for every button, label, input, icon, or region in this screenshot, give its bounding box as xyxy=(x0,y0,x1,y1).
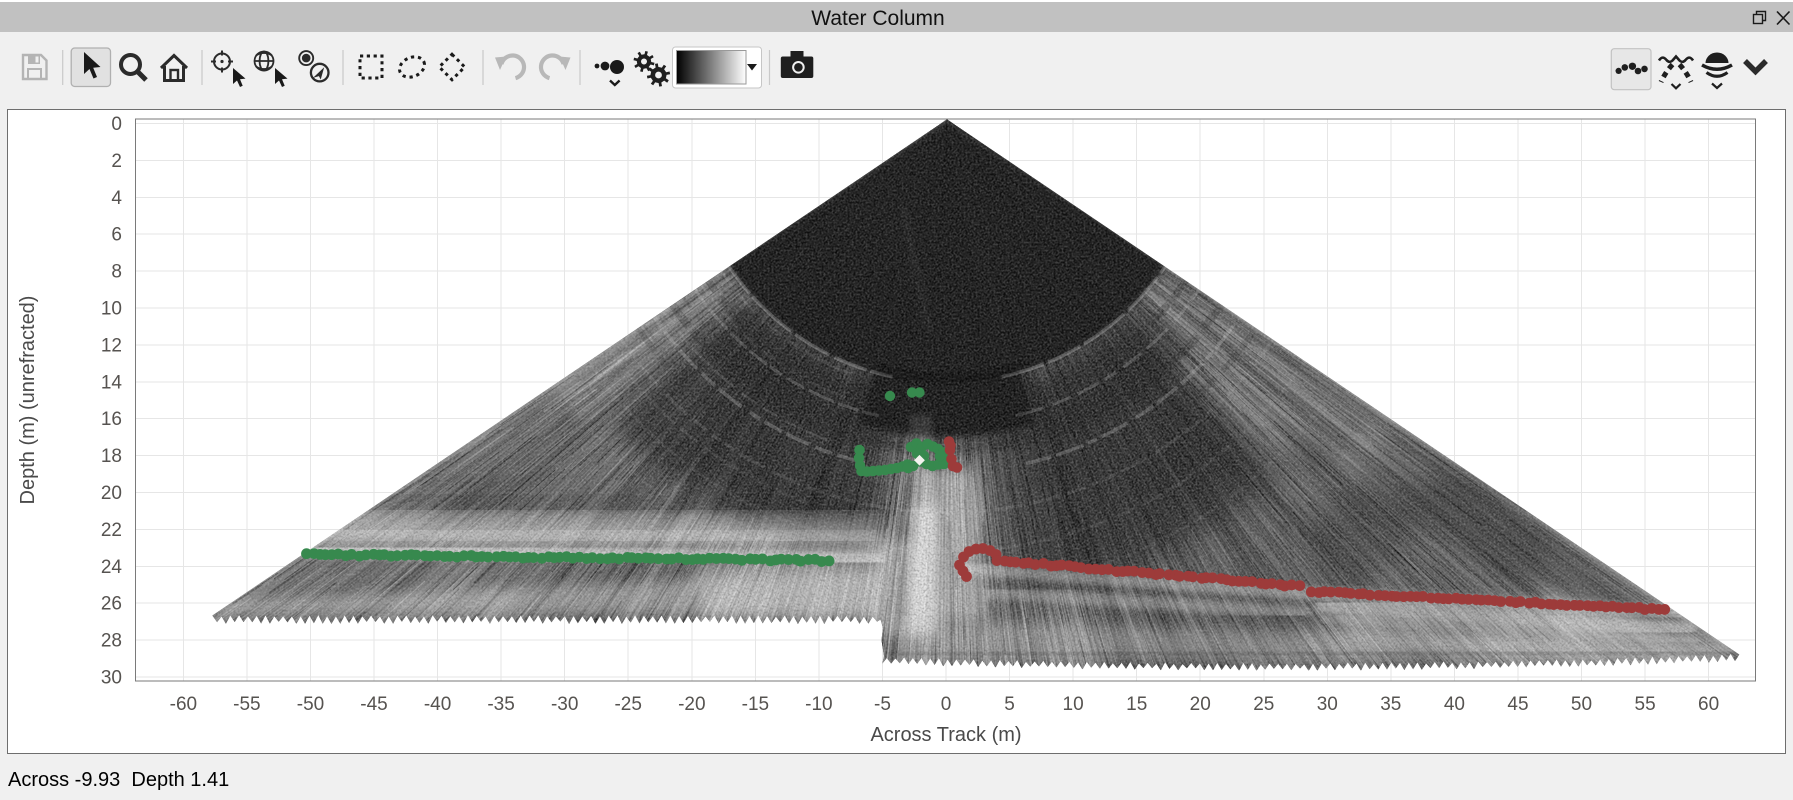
svg-text:26: 26 xyxy=(101,594,122,615)
svg-text:-40: -40 xyxy=(424,694,451,715)
svg-text:40: 40 xyxy=(1444,694,1465,715)
svg-text:-10: -10 xyxy=(805,694,832,715)
svg-text:-25: -25 xyxy=(614,694,641,715)
svg-text:0: 0 xyxy=(111,114,122,135)
svg-text:20: 20 xyxy=(101,483,122,504)
svg-text:35: 35 xyxy=(1380,694,1401,715)
svg-text:-15: -15 xyxy=(742,694,769,715)
svg-text:22: 22 xyxy=(101,520,122,541)
svg-text:-35: -35 xyxy=(487,694,514,715)
svg-text:2: 2 xyxy=(111,151,122,172)
svg-text:50: 50 xyxy=(1571,694,1592,715)
svg-text:10: 10 xyxy=(1063,694,1084,715)
svg-text:0: 0 xyxy=(941,694,952,715)
svg-text:55: 55 xyxy=(1635,694,1656,715)
svg-text:12: 12 xyxy=(101,335,122,356)
svg-text:60: 60 xyxy=(1698,694,1719,715)
svg-text:-50: -50 xyxy=(297,694,324,715)
svg-text:-30: -30 xyxy=(551,694,578,715)
svg-text:5: 5 xyxy=(1004,694,1015,715)
svg-text:4: 4 xyxy=(111,188,122,209)
svg-text:Water Column: Water Column xyxy=(811,7,944,30)
svg-text:-20: -20 xyxy=(678,694,705,715)
svg-text:45: 45 xyxy=(1507,694,1528,715)
svg-text:15: 15 xyxy=(1126,694,1147,715)
svg-text:24: 24 xyxy=(101,557,123,578)
svg-text:-45: -45 xyxy=(360,694,387,715)
svg-text:Across Track (m): Across Track (m) xyxy=(870,724,1021,746)
svg-text:30: 30 xyxy=(1317,694,1338,715)
svg-text:28: 28 xyxy=(101,631,122,652)
svg-text:10: 10 xyxy=(101,299,122,320)
svg-text:20: 20 xyxy=(1190,694,1211,715)
svg-text:8: 8 xyxy=(111,262,122,283)
svg-text:-5: -5 xyxy=(874,694,891,715)
svg-text:Across -9.93 Depth 1.41: Across -9.93 Depth 1.41 xyxy=(8,769,229,791)
svg-text:25: 25 xyxy=(1253,694,1274,715)
svg-text:16: 16 xyxy=(101,409,122,430)
svg-text:6: 6 xyxy=(111,225,122,246)
svg-text:-55: -55 xyxy=(233,694,260,715)
svg-text:Depth (m) (unrefracted): Depth (m) (unrefracted) xyxy=(17,296,39,505)
svg-text:14: 14 xyxy=(101,372,123,393)
svg-text:18: 18 xyxy=(101,446,122,467)
svg-text:30: 30 xyxy=(101,668,122,689)
svg-text:-60: -60 xyxy=(170,694,197,715)
